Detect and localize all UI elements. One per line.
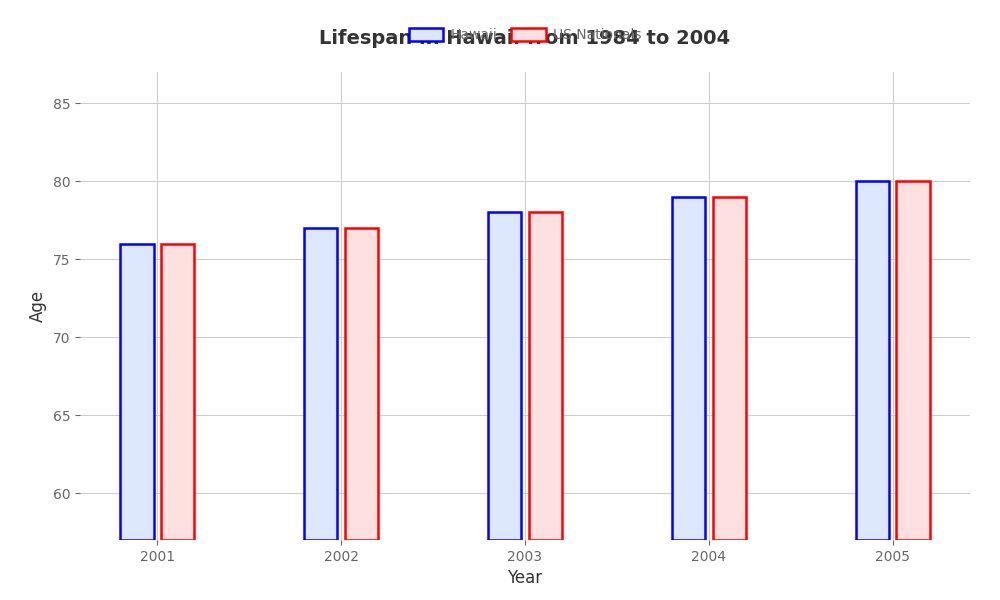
Bar [713, 197, 746, 540]
Bar [529, 212, 562, 540]
Bar [896, 181, 930, 540]
Bar [856, 181, 889, 540]
Bar [672, 197, 705, 540]
Legend: Hawaii, US Nationals: Hawaii, US Nationals [403, 23, 647, 48]
Bar [488, 212, 521, 540]
Bar [345, 228, 378, 540]
Bar [161, 244, 194, 540]
Title: Lifespan in Hawaii from 1984 to 2004: Lifespan in Hawaii from 1984 to 2004 [319, 29, 731, 48]
Bar [120, 244, 154, 540]
Y-axis label: Age: Age [29, 290, 47, 322]
X-axis label: Year: Year [507, 569, 543, 587]
Bar [304, 228, 337, 540]
